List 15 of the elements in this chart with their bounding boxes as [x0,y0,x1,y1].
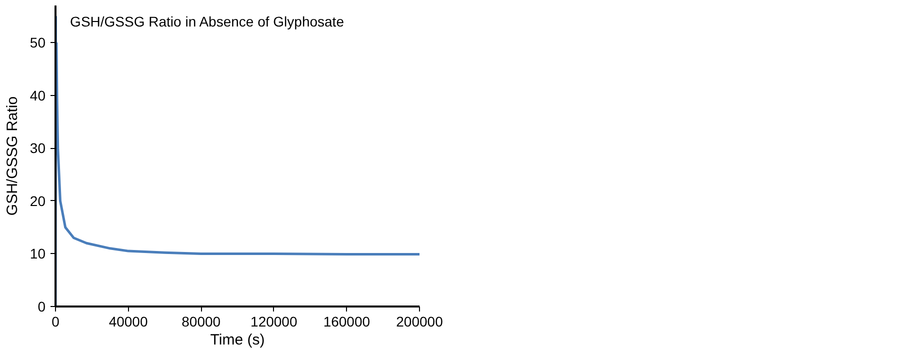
x-axis-title: Time (s) [210,332,265,348]
x-tick-label: 160000 [323,314,370,330]
y-axis-title: GSH/GSSG Ratio [4,96,21,216]
x-tick-label: 0 [52,314,60,330]
x-tick-label: 200000 [396,314,444,330]
y-tick-label: 10 [30,246,46,262]
x-tick-label: 120000 [250,314,298,330]
y-tick-label: 40 [30,87,46,104]
y-tick-label: 30 [30,140,46,156]
text: GSH/GSSG Ratio in Absence of Glyphosate [70,14,344,30]
y-tick-label: 0 [38,298,46,314]
y-tick-label: 20 [30,192,46,209]
x-tick-label: 40000 [108,314,148,330]
x-tick-label: 80000 [182,314,221,330]
y-tick-label: 50 [30,34,46,50]
